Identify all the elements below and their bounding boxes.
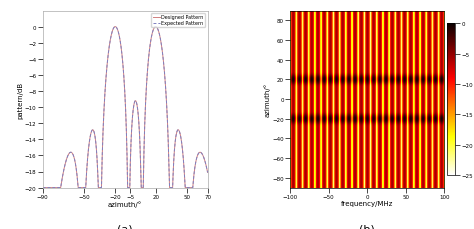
Y-axis label: azimuth/°: azimuth/° — [264, 83, 271, 117]
Expected Pattern — [120, 63, 126, 66]
X-axis label: azimuth/°: azimuth/° — [108, 200, 142, 207]
Text: (a): (a) — [118, 224, 133, 229]
Designed Pattern — [170, 186, 175, 189]
Designed Pattern — [48, 186, 54, 189]
Expected Pattern — [200, 154, 206, 157]
Expected Pattern — [205, 171, 210, 174]
Designed Pattern — [200, 154, 206, 157]
Line: Expected Pattern: Expected Pattern — [43, 27, 208, 188]
Line: Designed Pattern: Designed Pattern — [43, 27, 208, 188]
Legend: Designed Pattern, Expected Pattern: Designed Pattern, Expected Pattern — [151, 14, 205, 28]
Designed Pattern — [116, 32, 121, 35]
Designed Pattern — [200, 154, 206, 157]
Expected Pattern — [200, 154, 206, 157]
Expected Pattern — [48, 186, 54, 189]
Expected Pattern — [170, 186, 175, 189]
Expected Pattern — [116, 32, 121, 35]
Designed Pattern — [153, 26, 158, 29]
Designed Pattern — [40, 186, 46, 189]
Designed Pattern — [120, 63, 126, 66]
Designed Pattern — [205, 171, 210, 174]
Text: (b): (b) — [359, 224, 375, 229]
X-axis label: frequency/MHz: frequency/MHz — [341, 200, 393, 206]
Y-axis label: pattern/dB: pattern/dB — [18, 81, 23, 118]
Expected Pattern — [40, 186, 46, 189]
Expected Pattern — [153, 26, 158, 29]
